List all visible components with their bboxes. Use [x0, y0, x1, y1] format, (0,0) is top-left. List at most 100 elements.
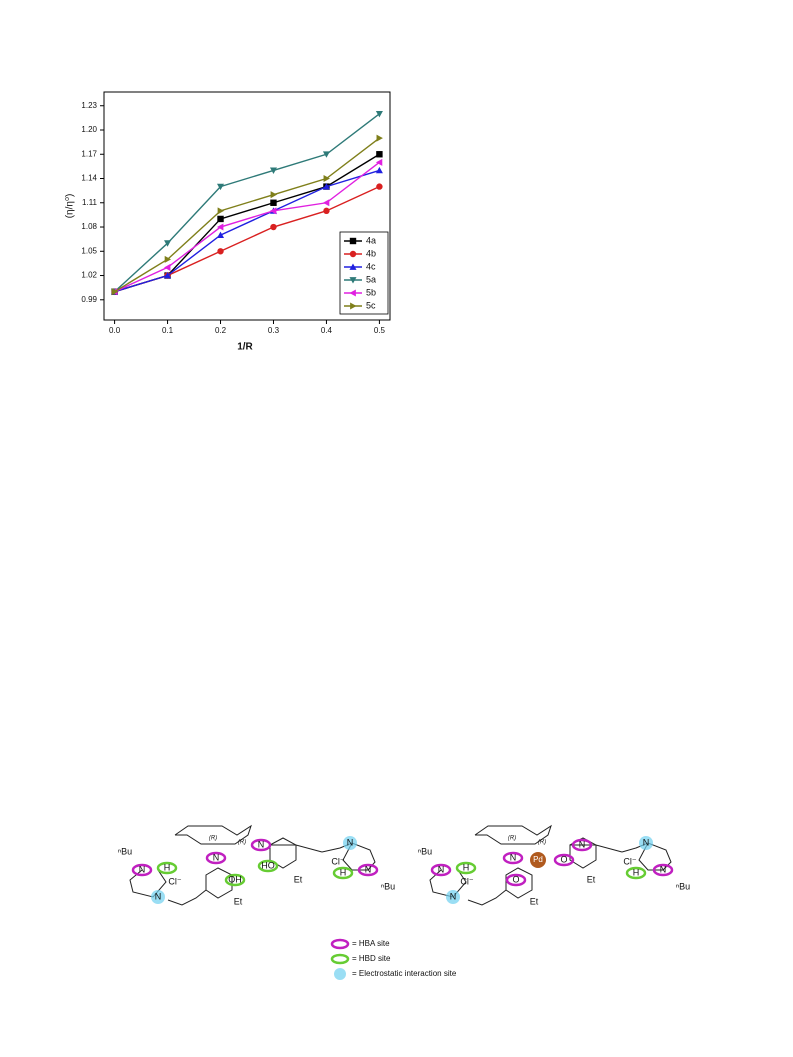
- series-line: [114, 169, 380, 293]
- marker: [164, 263, 171, 271]
- legend-label: 5a: [366, 274, 376, 284]
- y-tick-label: 1.23: [81, 101, 97, 110]
- hbd-site: [224, 873, 246, 887]
- marker: [376, 151, 383, 158]
- hba-site: [505, 873, 527, 887]
- key-electrostatic: [334, 968, 346, 980]
- electrostatic-site: [343, 836, 357, 850]
- key-site: [330, 938, 350, 950]
- atom-label: N: [660, 864, 667, 874]
- y-tick-label: 1.02: [81, 271, 97, 280]
- legend-marker: [350, 302, 357, 310]
- x-tick-label: 0.1: [162, 326, 174, 335]
- marker: [375, 158, 383, 166]
- marker: [216, 223, 224, 231]
- marker: [375, 110, 383, 118]
- atom-label: N: [258, 839, 265, 849]
- x-tick-label: 0.2: [215, 326, 227, 335]
- y-tick-label: 0.99: [81, 295, 97, 304]
- atom-label: O: [560, 854, 567, 864]
- legend-box: [339, 231, 389, 315]
- atom-label: H: [340, 867, 347, 877]
- legend-label: 5b: [366, 287, 376, 297]
- atom-label: N: [139, 864, 146, 874]
- marker: [376, 134, 383, 142]
- key-label: = HBD site: [352, 954, 391, 963]
- marker: [217, 248, 224, 255]
- atom-label: ⁿBu: [381, 881, 395, 891]
- atom-label: ⁿBu: [418, 846, 432, 856]
- plot-frame: [103, 91, 391, 321]
- marker: [270, 223, 277, 231]
- x-tick-label: 0.3: [268, 326, 280, 335]
- hba-site: [571, 838, 593, 852]
- y-tick-label: 1.20: [81, 125, 97, 134]
- legend-marker: [349, 237, 357, 245]
- marker: [216, 231, 225, 238]
- legend-label: 4b: [366, 248, 376, 258]
- atom-label: N: [579, 839, 586, 849]
- legend-label: 4a: [366, 235, 376, 245]
- hbd-site: [332, 866, 354, 880]
- atom-label: H: [463, 862, 470, 872]
- legend-label: 4c: [366, 261, 376, 271]
- y-tick-label: 1.11: [82, 198, 98, 207]
- legend-marker: [349, 289, 356, 297]
- marker: [323, 174, 330, 183]
- marker: [375, 166, 383, 174]
- hba-site: [652, 863, 674, 877]
- legend-marker: [349, 263, 357, 270]
- marker: [322, 199, 330, 207]
- electrostatic-site: [446, 890, 460, 904]
- marker: [217, 207, 225, 215]
- atom-label: HO: [261, 860, 275, 870]
- marker: [217, 215, 224, 223]
- atom-label: N: [510, 852, 517, 862]
- x-tick-label: 0.4: [321, 326, 333, 335]
- atom-label: N: [365, 864, 372, 874]
- key-label: = Electrostatic interaction site: [352, 969, 457, 978]
- hba-site: [250, 838, 272, 852]
- hba-site: [205, 851, 227, 865]
- atom-label: N: [347, 837, 354, 847]
- marker: [164, 255, 172, 263]
- atom-label: H: [164, 862, 171, 872]
- hbd-site: [257, 859, 279, 873]
- electrostatic-site: [151, 890, 165, 904]
- atom-label: (R): [538, 840, 546, 846]
- legend-marker: [349, 250, 357, 258]
- atom-label: N: [155, 891, 162, 901]
- atom-label: Et: [234, 896, 243, 906]
- marker: [322, 183, 330, 190]
- series-line: [114, 113, 380, 293]
- hbd-site: [455, 861, 477, 875]
- marker: [111, 288, 119, 296]
- marker: [322, 151, 330, 158]
- y-tick-label: 1.14: [81, 174, 97, 183]
- y-tick-label: 1.17: [81, 149, 97, 158]
- pd-atom: [530, 852, 546, 868]
- atom-label: (R): [508, 836, 516, 842]
- marker: [164, 240, 172, 247]
- atom-label: (R): [238, 840, 246, 846]
- atom-label: Cl⁻: [623, 856, 636, 866]
- electrostatic-site: [639, 836, 653, 850]
- hbd-site: [625, 866, 647, 880]
- hba-site: [357, 863, 379, 877]
- atom-label: (R): [209, 836, 217, 842]
- atom-label: Cl⁻: [460, 876, 473, 886]
- x-tick-label: 0.0: [109, 326, 121, 335]
- atom-label: ⁿBu: [118, 846, 132, 856]
- legend-marker: [349, 277, 357, 284]
- atom-label: Cl⁻: [331, 856, 344, 866]
- atom-label: N: [450, 891, 457, 901]
- legend-label: 5c: [366, 300, 376, 310]
- hba-site: [430, 863, 452, 877]
- atom-label: Cl⁻: [168, 876, 181, 886]
- x-tick-label: 0.5: [374, 326, 386, 335]
- marker: [376, 183, 383, 190]
- hbd-site: [156, 861, 178, 875]
- hba-site: [502, 851, 524, 865]
